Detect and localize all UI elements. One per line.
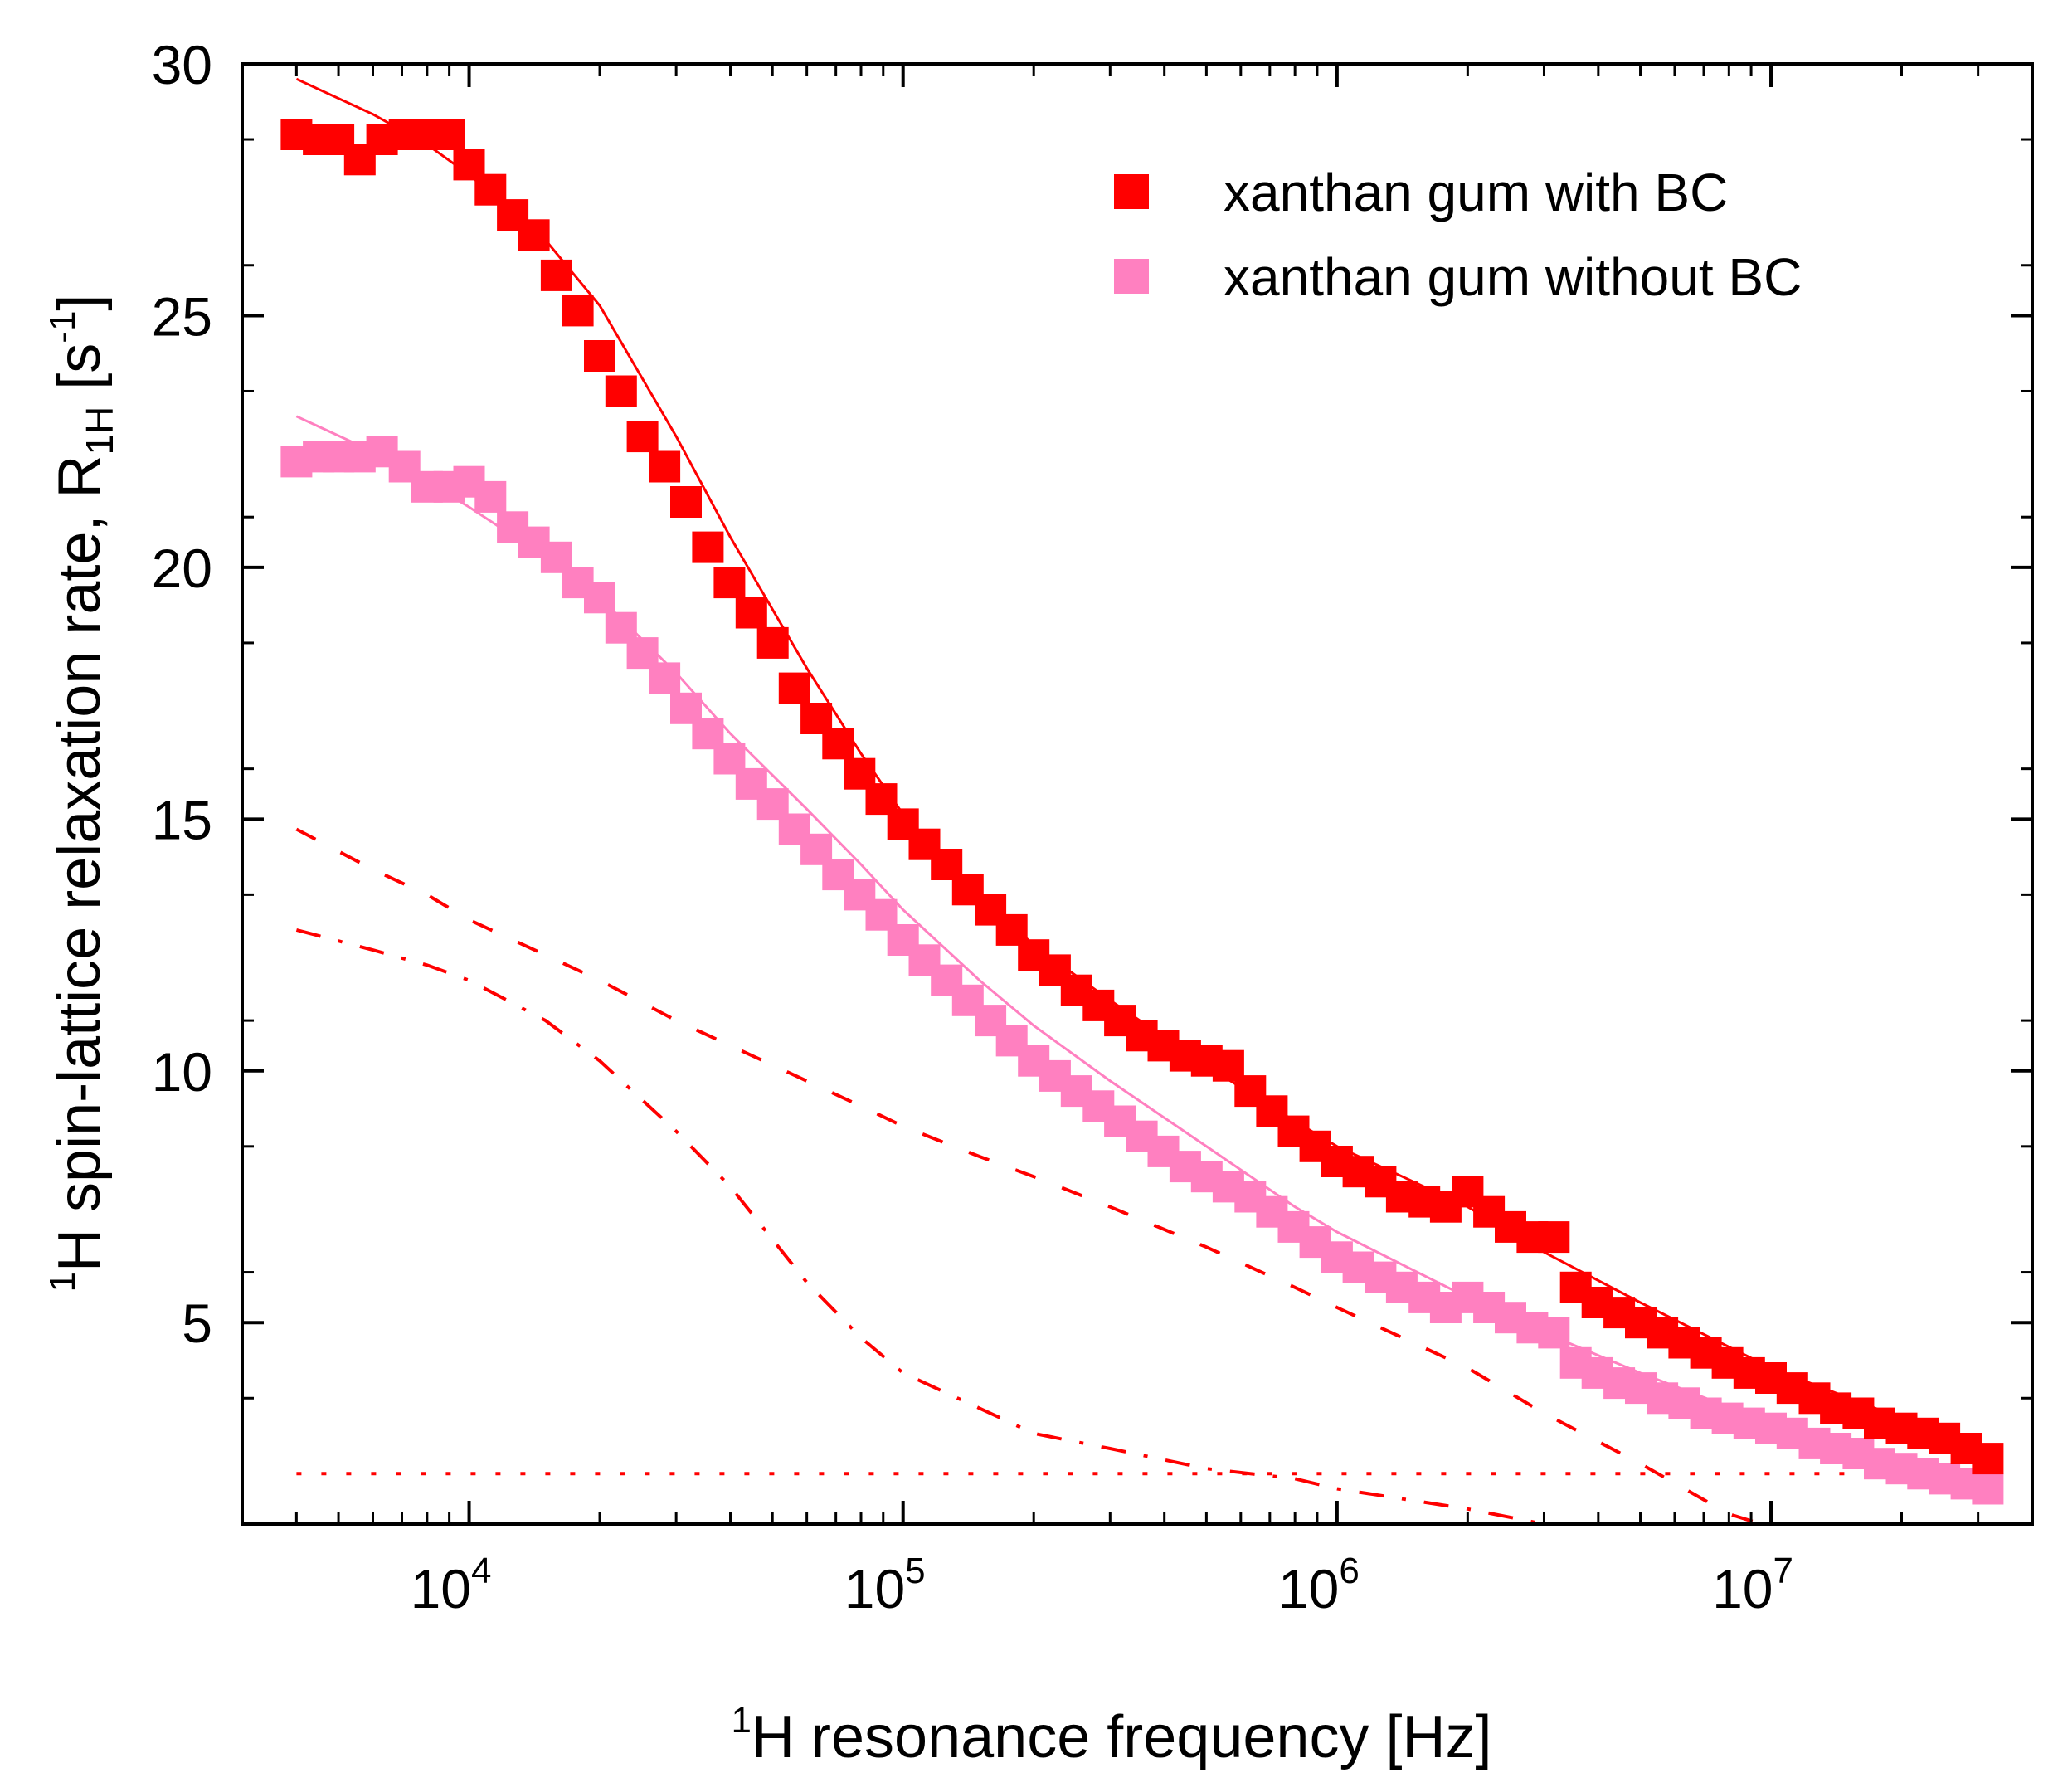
plot-frame bbox=[241, 62, 2034, 1526]
x-tick-label: 106 bbox=[1278, 1551, 1360, 1619]
marker-without-bc bbox=[1972, 1473, 2004, 1505]
x-tick-label: 104 bbox=[411, 1551, 492, 1619]
component-dashed bbox=[295, 827, 1762, 1524]
y-tick-label: 15 bbox=[152, 789, 212, 850]
x-tick-exponent: 7 bbox=[1773, 1551, 1793, 1591]
legend-marker-with-bc bbox=[1114, 174, 1149, 209]
legend-label-with-bc: xanthan gum with BC bbox=[1224, 163, 1728, 222]
marker-with-bc bbox=[822, 728, 854, 760]
marker-with-bc bbox=[756, 626, 789, 659]
marker-with-bc bbox=[1538, 1221, 1570, 1254]
x-axis-title: 1H resonance frequency [Hz] bbox=[732, 1700, 1492, 1770]
y-tick-label: 20 bbox=[152, 538, 212, 599]
marker-with-bc bbox=[778, 672, 810, 704]
x-tick-exponent: 4 bbox=[471, 1551, 491, 1591]
y-axis-title-main: H spin-lattice relaxation rate, R bbox=[46, 455, 113, 1272]
marker-with-bc bbox=[605, 375, 637, 407]
x-tick-base: 10 bbox=[1712, 1558, 1773, 1619]
marker-without-bc bbox=[649, 662, 681, 694]
marker-with-bc bbox=[562, 295, 594, 327]
fit-without-bc-total bbox=[295, 415, 1988, 1485]
x-tick-label: 107 bbox=[1712, 1551, 1793, 1619]
marker-with-bc bbox=[433, 119, 465, 150]
y-tick-label: 30 bbox=[152, 34, 212, 95]
marker-with-bc bbox=[584, 340, 615, 372]
x-tick-exponent: 5 bbox=[905, 1551, 925, 1591]
y-axis-title-group: 1H spin-lattice relaxation rate, R1H [s-… bbox=[42, 295, 121, 1293]
y-axis-title: 1H spin-lattice relaxation rate, R1H [s-… bbox=[42, 295, 121, 1293]
component-dash-dot bbox=[295, 928, 1545, 1524]
marker-with-bc bbox=[670, 486, 702, 518]
x-tick-base: 10 bbox=[1278, 1558, 1339, 1619]
y-tick-label: 10 bbox=[152, 1041, 212, 1103]
y-tick-label: 5 bbox=[182, 1293, 212, 1354]
y-axis-title-unit-open: [s bbox=[46, 343, 113, 407]
legend: xanthan gum with BC xanthan gum without … bbox=[1114, 163, 1802, 307]
y-axis-title-sup: 1 bbox=[42, 1272, 83, 1292]
x-tick-label: 105 bbox=[844, 1551, 926, 1619]
x-axis-title-text: H resonance frequency [Hz] bbox=[752, 1704, 1491, 1770]
marker-with-bc bbox=[735, 597, 767, 629]
y-axis-title-unit-close: ] bbox=[46, 295, 113, 311]
marker-with-bc bbox=[1972, 1443, 2004, 1475]
legend-label-without-bc: xanthan gum without BC bbox=[1224, 247, 1802, 307]
data-markers bbox=[280, 119, 2004, 1505]
marker-with-bc bbox=[713, 567, 746, 599]
x-tick-exponent: 6 bbox=[1339, 1551, 1359, 1591]
marker-with-bc bbox=[518, 219, 550, 251]
marker-without-bc bbox=[1538, 1317, 1570, 1349]
y-axis-title-sub: 1H bbox=[78, 407, 121, 455]
marker-with-bc bbox=[540, 259, 572, 291]
legend-marker-without-bc bbox=[1114, 259, 1149, 294]
marker-with-bc bbox=[626, 421, 659, 453]
axis-ticks bbox=[241, 62, 2034, 1526]
y-axis-title-unit-sup: -1 bbox=[42, 311, 83, 343]
marker-with-bc bbox=[649, 450, 681, 483]
x-tick-base: 10 bbox=[411, 1558, 471, 1619]
marker-without-bc bbox=[474, 480, 507, 513]
x-axis-title-sup: 1 bbox=[732, 1700, 752, 1741]
marker-with-bc bbox=[692, 531, 724, 563]
x-tick-base: 10 bbox=[844, 1558, 905, 1619]
marker-without-bc bbox=[584, 582, 615, 614]
y-tick-label: 25 bbox=[152, 285, 212, 347]
